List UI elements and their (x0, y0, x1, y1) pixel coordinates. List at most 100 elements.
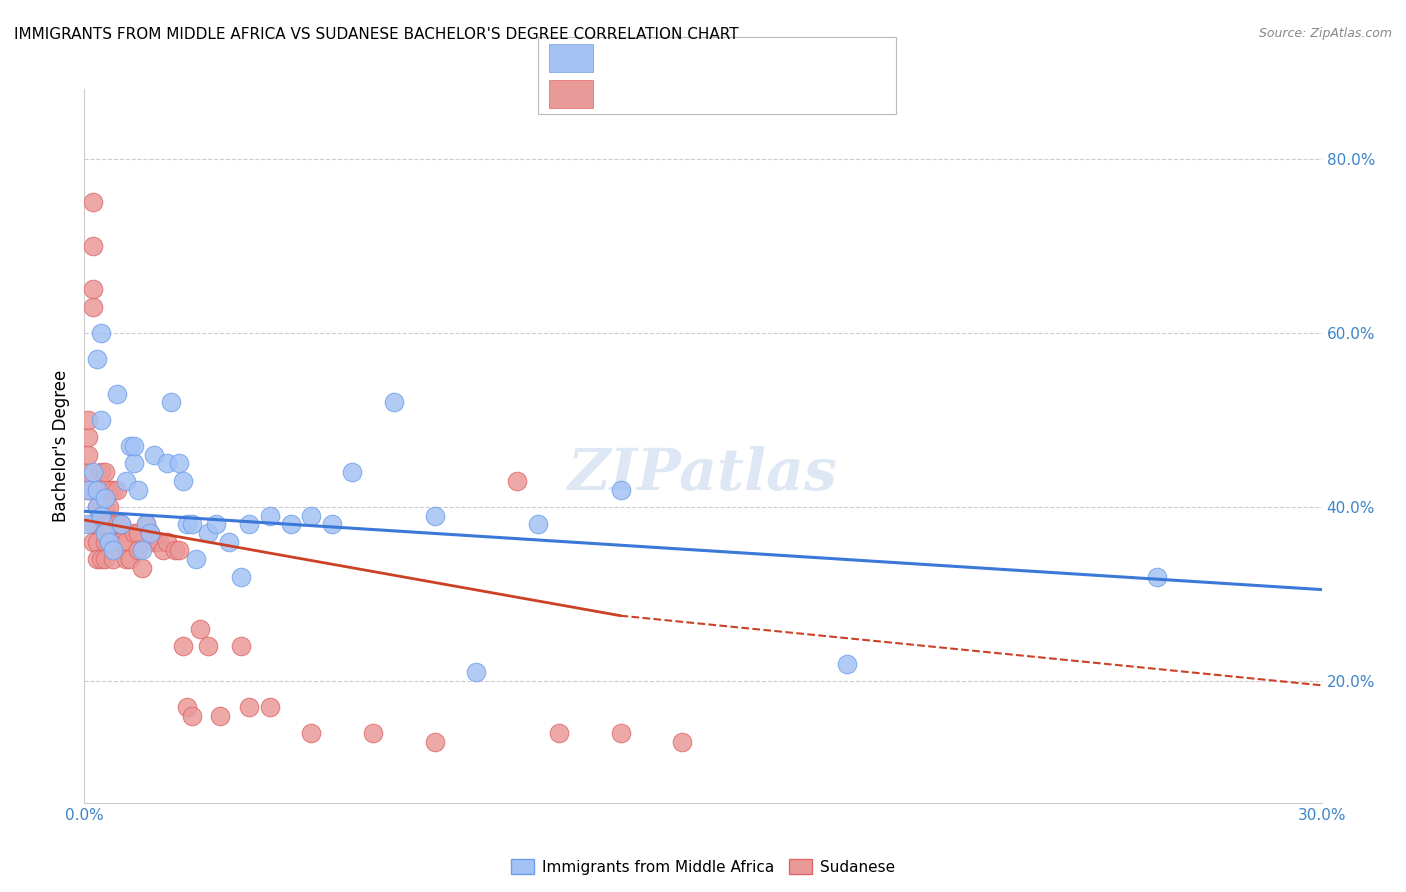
Point (90, 413, 112, 427)
Point (238, 700, 260, 714)
Point (423, 508, 446, 523)
Point (94, 465, 117, 479)
Point (114, 534, 136, 549)
Point (90, 552, 112, 566)
Point (110, 517, 132, 532)
Point (118, 439, 141, 453)
Point (114, 474, 136, 488)
Point (86, 500, 108, 514)
Point (342, 465, 364, 479)
Point (77, 517, 100, 532)
Point (259, 700, 281, 714)
Point (86, 483, 108, 497)
Point (127, 543, 149, 558)
Point (77, 465, 100, 479)
Point (259, 508, 281, 523)
Point (167, 457, 190, 471)
Point (423, 735, 446, 749)
Point (139, 526, 162, 541)
Point (103, 483, 125, 497)
Point (176, 700, 198, 714)
Point (188, 622, 211, 636)
Point (98, 517, 121, 532)
Point (280, 517, 302, 532)
Point (361, 726, 384, 740)
Point (209, 708, 232, 723)
Point (114, 552, 136, 566)
Legend: Immigrants from Middle Africa, Sudanese: Immigrants from Middle Africa, Sudanese (505, 853, 901, 880)
Point (94, 500, 117, 514)
Point (94, 491, 117, 506)
Point (382, 395, 405, 409)
Point (143, 534, 166, 549)
Point (139, 526, 162, 541)
Point (94, 526, 117, 541)
Bar (548, 80, 593, 108)
Point (180, 708, 202, 723)
Point (465, 665, 488, 680)
Point (122, 439, 145, 453)
Point (152, 543, 174, 558)
Text: Source: ZipAtlas.com: Source: ZipAtlas.com (1258, 27, 1392, 40)
Point (143, 448, 166, 462)
Point (86, 351, 108, 366)
Point (77, 448, 100, 462)
Text: ZIPatlas: ZIPatlas (568, 446, 838, 503)
Point (122, 457, 145, 471)
Point (1146, 569, 1168, 583)
Point (299, 726, 322, 740)
Point (86, 483, 108, 497)
Point (90, 508, 112, 523)
Point (98, 500, 121, 514)
Point (94, 517, 117, 532)
Point (103, 552, 125, 566)
Text: R =: R = (607, 50, 641, 65)
Text: 48: 48 (801, 50, 823, 65)
Text: IMMIGRANTS FROM MIDDLE AFRICA VS SUDANESE BACHELOR'S DEGREE CORRELATION CHART: IMMIGRANTS FROM MIDDLE AFRICA VS SUDANES… (14, 27, 738, 42)
Point (167, 543, 190, 558)
Point (103, 526, 125, 541)
Point (609, 483, 631, 497)
Point (165, 543, 187, 558)
Text: R =: R = (607, 86, 641, 101)
FancyBboxPatch shape (538, 37, 896, 114)
Point (547, 726, 569, 740)
Text: N =: N = (754, 86, 787, 101)
Point (77, 483, 100, 497)
Point (86, 517, 108, 532)
Bar (548, 44, 593, 72)
Point (82, 195, 104, 210)
Point (131, 561, 153, 575)
Point (238, 517, 260, 532)
Point (321, 517, 343, 532)
Point (77, 483, 100, 497)
Point (122, 526, 145, 541)
Point (105, 483, 128, 497)
Point (110, 534, 132, 549)
Point (98, 534, 121, 549)
Point (105, 517, 128, 532)
Point (103, 543, 125, 558)
Point (90, 326, 112, 340)
Point (82, 517, 104, 532)
Text: -0.124: -0.124 (655, 86, 710, 101)
Point (86, 552, 108, 566)
Point (135, 517, 157, 532)
Point (218, 534, 240, 549)
Point (135, 517, 157, 532)
Point (197, 526, 219, 541)
Point (86, 534, 108, 549)
Point (172, 639, 194, 653)
Point (90, 465, 112, 479)
Point (127, 526, 149, 541)
Point (90, 517, 112, 532)
Point (197, 639, 219, 653)
Point (110, 517, 132, 532)
Point (86, 500, 108, 514)
Point (172, 474, 194, 488)
Point (82, 534, 104, 549)
Point (176, 517, 198, 532)
Text: -0.145: -0.145 (655, 50, 709, 65)
Point (127, 483, 149, 497)
Point (299, 508, 322, 523)
